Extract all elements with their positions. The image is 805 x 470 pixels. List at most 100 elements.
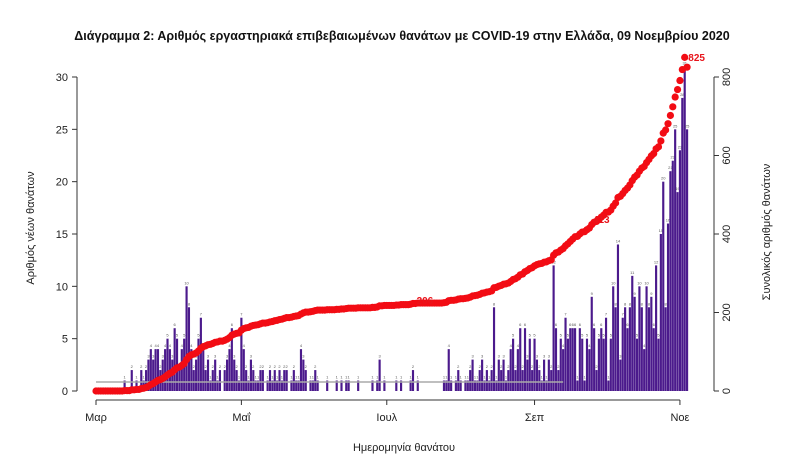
bar	[583, 380, 586, 391]
bar	[280, 380, 283, 391]
bar-value-label: 3	[302, 354, 305, 359]
bar	[376, 380, 379, 391]
bar	[204, 370, 207, 391]
bar-value-label: 1	[266, 375, 269, 380]
bar-value-label: 1	[123, 375, 126, 380]
bar	[206, 359, 210, 391]
bar	[519, 328, 522, 391]
bar	[593, 328, 596, 391]
bar-value-label: 12	[654, 259, 659, 264]
bar-value-label: 5	[176, 333, 179, 338]
bar-value-label: 2	[193, 364, 196, 369]
bar-value-label: 6	[600, 322, 603, 327]
bar	[664, 307, 667, 391]
bar-value-label: 3	[171, 354, 174, 359]
cumulative-point	[666, 111, 675, 120]
bar	[545, 380, 548, 391]
bar-value-label: 2	[269, 364, 272, 369]
bar	[228, 349, 231, 391]
bar	[533, 338, 536, 391]
bar	[395, 380, 398, 391]
bar	[149, 349, 152, 391]
left-tick-label: 30	[56, 72, 68, 84]
bar	[202, 349, 205, 391]
bar	[409, 380, 412, 391]
bar-value-label: 9	[650, 291, 653, 296]
bar-value-label: 1	[450, 375, 453, 380]
bar	[304, 370, 307, 391]
bar	[647, 307, 651, 391]
bar-value-label: 1	[326, 375, 329, 380]
bar	[450, 380, 453, 391]
bar	[464, 380, 467, 391]
bar	[573, 328, 577, 391]
bar-value-label: 1	[409, 375, 412, 380]
bar-value-label: 25	[685, 123, 690, 128]
bar-value-label: 4	[150, 343, 153, 348]
bar-value-label: 6	[555, 322, 558, 327]
bar-value-label: 22	[671, 155, 676, 160]
bar-value-label: 1	[417, 375, 420, 380]
bar-value-label: 4	[228, 343, 231, 348]
bar-value-label: 7	[200, 312, 203, 317]
bar	[554, 328, 558, 391]
bar-value-label: 1	[541, 375, 544, 380]
bar-value-label: 1	[445, 375, 448, 380]
bar-value-label: 1	[309, 375, 312, 380]
bar-value-label: 1	[135, 375, 138, 380]
bar-value-label: 1	[545, 375, 548, 380]
left-tick-label: 10	[56, 281, 68, 293]
bar	[357, 380, 360, 391]
bar	[152, 359, 155, 391]
bar	[681, 97, 684, 392]
bar	[559, 338, 562, 391]
bar-value-label: 1	[345, 375, 348, 380]
bar-value-label: 1	[576, 375, 579, 380]
bar	[147, 359, 150, 391]
bar-value-label: 5	[197, 333, 200, 338]
bar	[581, 338, 584, 391]
bar-value-label: 4	[164, 343, 167, 348]
bar-value-label: 1	[505, 375, 508, 380]
bar	[211, 370, 214, 391]
cumulative-point	[662, 126, 670, 134]
bar	[164, 349, 167, 391]
bar	[626, 328, 629, 391]
bar	[669, 171, 672, 391]
bar	[457, 370, 460, 391]
chart-title: Διάγραμμα 2: Αριθμός εργαστηριακά επιβεβ…	[74, 29, 729, 43]
bar-value-label: 4	[157, 343, 160, 348]
bar	[604, 317, 608, 391]
bar-value-label: 4	[517, 343, 520, 348]
bar	[683, 66, 686, 391]
bar-value-label: 5	[567, 333, 570, 338]
bar	[497, 359, 500, 391]
bar-value-label: 8	[493, 301, 496, 306]
bar	[578, 328, 581, 391]
bar-value-label: 2	[259, 364, 262, 369]
bar	[230, 328, 233, 391]
bar-value-label: 9	[591, 291, 594, 296]
bar	[662, 181, 665, 391]
bar-value-label: 2	[286, 364, 289, 369]
bar	[144, 370, 148, 391]
right-tick-label: 600	[721, 146, 733, 164]
bar	[550, 370, 553, 391]
bar-value-label: 2	[538, 364, 541, 369]
bar-value-label: 2	[224, 364, 227, 369]
bar	[686, 129, 689, 391]
bar	[666, 223, 670, 391]
bar-value-label: 1	[295, 375, 298, 380]
left-tick-label: 5	[62, 334, 68, 346]
x-axis-label: Ημερομηνία θανάτου	[353, 442, 455, 454]
bar	[678, 150, 682, 391]
cumulative-point	[611, 199, 620, 207]
bar	[261, 370, 264, 391]
bar-value-label: 3	[498, 354, 501, 359]
bar-value-label: 9	[634, 291, 637, 296]
bar-value-label: 6	[593, 322, 596, 327]
bar-value-label: 2	[131, 364, 134, 369]
bar-value-label: 8	[665, 301, 668, 306]
bar	[514, 370, 517, 391]
bar	[659, 234, 662, 391]
